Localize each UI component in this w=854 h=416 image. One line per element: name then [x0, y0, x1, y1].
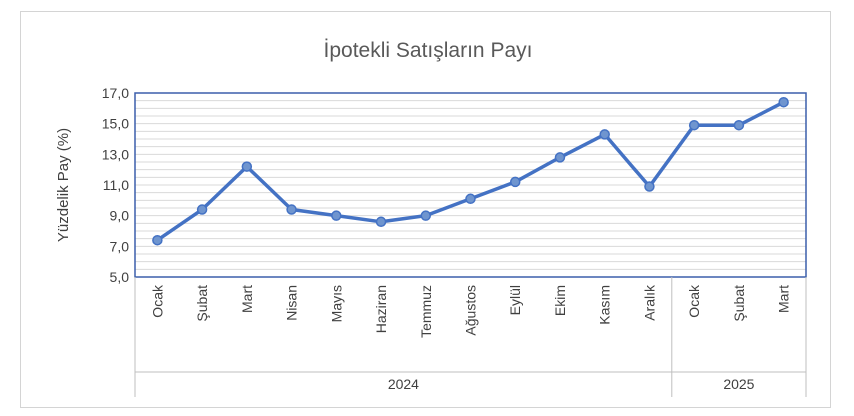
data-point [599, 129, 610, 140]
y-axis-label: Yüzdelik Pay (%) [55, 128, 72, 242]
data-point [196, 204, 208, 215]
x-tick-label: Ekim [552, 285, 568, 316]
y-tick-label: 15,0 [102, 116, 129, 132]
group-label: 2024 [388, 376, 419, 392]
x-tick-label: Aralık [641, 284, 657, 321]
data-point [331, 210, 342, 221]
series-layer [152, 96, 789, 246]
data-point [733, 119, 745, 131]
data-point [509, 176, 521, 188]
y-tick-label: 7,0 [110, 238, 130, 254]
data-point [644, 181, 655, 192]
plot-area-border [134, 92, 807, 278]
data-point [420, 210, 432, 221]
x-tick-label: Ocak [686, 284, 702, 318]
group-label: 2025 [723, 376, 754, 392]
x-tick-label: Mayıs [328, 285, 344, 322]
chart-frame [20, 11, 831, 408]
x-tick-label: Ocak [149, 284, 165, 318]
data-point [554, 152, 566, 163]
y-tick-label: 11,0 [103, 177, 129, 193]
x-tick-label: Nisan [284, 285, 300, 321]
data-point [688, 119, 700, 131]
x-tick-label: Temmuz [418, 285, 434, 338]
x-tick-label: Haziran [373, 285, 389, 333]
x-tick-label: Şubat [731, 285, 747, 322]
chart-title: İpotekli Satışların Payı [324, 39, 533, 62]
y-tick-label: 5,0 [110, 269, 130, 285]
x-tick-label: Mart [776, 285, 792, 313]
data-point [286, 204, 297, 215]
y-tick-label: 9,0 [110, 208, 130, 224]
y-tick-label: 17,0 [102, 85, 129, 101]
x-tick-label: Şubat [194, 285, 210, 322]
axis-layer: 5,0 7,0 9,0 11,0 13,0 15,0 17,0 2024 2025 Ocak Şub… [102, 85, 807, 397]
x-tick-label: Ağustos [463, 285, 479, 336]
data-point [375, 216, 387, 228]
y-tick-label: 13,0 [102, 146, 129, 162]
x-tick-label: Kasım [597, 285, 613, 325]
x-tick-label: Mart [239, 285, 255, 313]
x-tick-label: Eylül [507, 285, 523, 315]
data-point [778, 96, 789, 108]
data-point [465, 193, 476, 205]
data-point [241, 161, 253, 172]
data-point [152, 234, 163, 246]
